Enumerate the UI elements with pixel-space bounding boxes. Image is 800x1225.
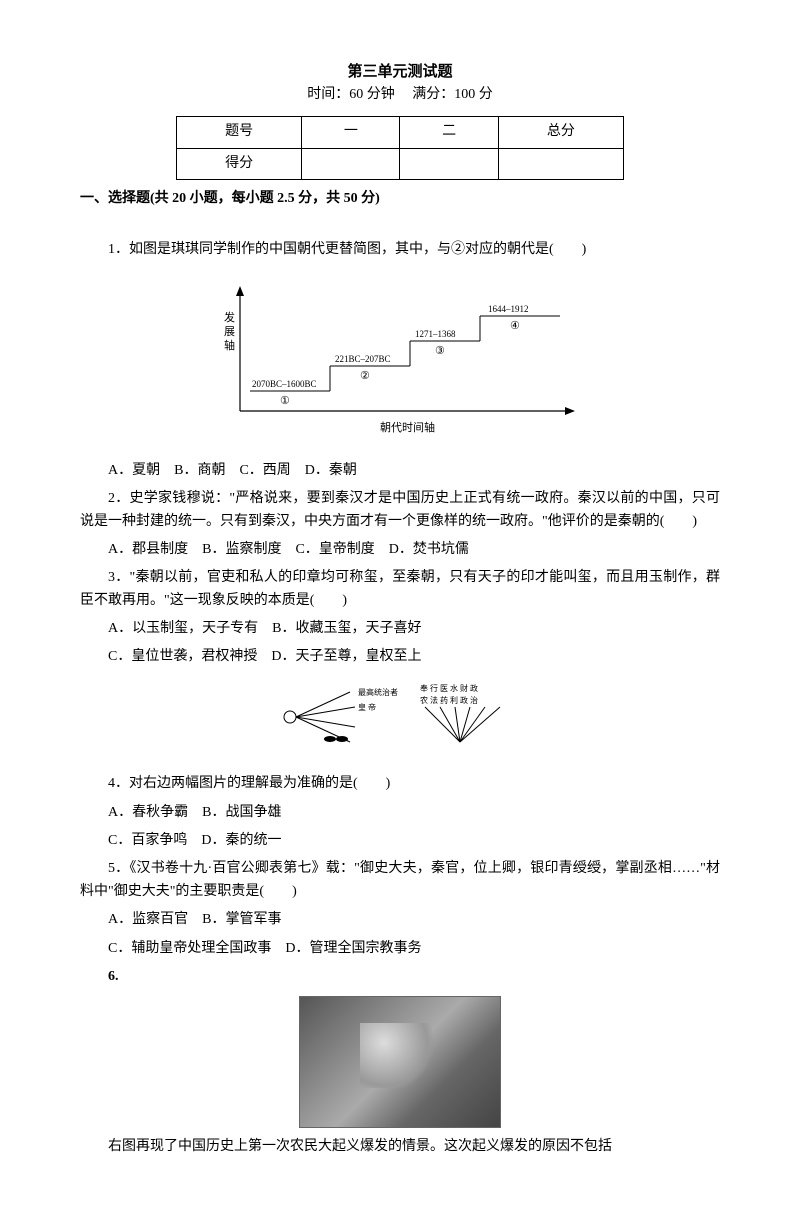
step4-circ: ④	[510, 320, 520, 332]
row1-1	[302, 148, 400, 179]
step3-label: 1271–1368	[415, 329, 456, 339]
q2-opts: A．郡县制度 B．监察制度 C．皇帝制度 D．焚书坑儒	[80, 539, 720, 561]
th-0: 题号	[177, 117, 302, 148]
diag-right-bot: 农 法 药 利 政 治	[420, 695, 478, 705]
svg-text:皇 帝: 皇 帝	[358, 702, 376, 712]
q1-opts: A．夏朝 B．商朝 C．西周 D．秦朝	[80, 460, 720, 482]
section1-heading: 一、选择题(共 20 小题，每小题 2.5 分，共 50 分)	[80, 188, 720, 210]
row1-0: 得分	[177, 148, 302, 179]
score-label: 满分：100 分	[412, 87, 493, 102]
diag-right-top: 奉 行 医 水 财 政	[420, 683, 478, 693]
y-axis-char2: 展	[224, 325, 235, 338]
th-2: 二	[400, 117, 498, 148]
score-table: 题号 一 二 总分 得分	[176, 116, 624, 180]
time-label: 时间：60 分钟	[307, 87, 395, 102]
q5-opts-a: A．监察百官 B．掌管军事	[80, 909, 720, 931]
chart-svg: 发 展 轴 朝代时间轴 2070BC–1600BC ① 221BC–207BC …	[210, 271, 590, 441]
step1-label: 2070BC–1600BC	[252, 379, 317, 389]
row1-2	[400, 148, 498, 179]
q4-opts-b: C．百家争鸣 D．秦的统一	[80, 830, 720, 852]
q3-stem: 3．"秦朝以前，官吏和私人的印章均可称玺，至秦朝，只有天子的印才能叫玺，而且用玉…	[80, 567, 720, 612]
q3-opts-a: A．以玉制玺，天子专有 B．收藏玉玺，天子喜好	[80, 618, 720, 640]
page-title: 第三单元测试题	[80, 60, 720, 84]
q6-caption: 右图再现了中国历史上第一次农民大起义爆发的情景。这次起义爆发的原因不包括	[80, 1136, 720, 1158]
q1-stem: 1．如图是琪琪同学制作的中国朝代更替简图，其中，与②对应的朝代是( )	[80, 239, 720, 261]
row1-3	[498, 148, 623, 179]
q3-opts-b: C．皇位世袭，君权神授 D．天子至尊，皇权至上	[80, 646, 720, 668]
page-subtitle: 时间：60 分钟 满分：100 分	[80, 84, 720, 106]
uprising-image	[299, 996, 501, 1128]
step2-circ: ②	[360, 370, 370, 382]
q6-num: 6.	[80, 966, 720, 988]
th-1: 一	[302, 117, 400, 148]
step2-label: 221BC–207BC	[335, 354, 391, 364]
q2-stem: 2．史学家钱穆说："严格说来，要到秦汉才是中国历史上正式有统一政府。秦汉以前的中…	[80, 488, 720, 533]
q4-opts-a: A．春秋争霸 B．战国争雄	[80, 802, 720, 824]
q5-stem: 5．《汉书卷十九·百官公卿表第七》载："御史大夫，秦官，位上卿，银印青绶绶，掌副…	[80, 858, 720, 903]
q4-stem: 4．对右边两幅图片的理解最为准确的是( )	[80, 773, 720, 795]
th-3: 总分	[498, 117, 623, 148]
svg-text:最高统治者: 最高统治者	[358, 687, 398, 697]
q5-opts-b: C．辅助皇帝处理全国政事 D．管理全国宗教事务	[80, 938, 720, 960]
y-axis-char1: 发	[224, 310, 235, 324]
step3-circ: ③	[435, 345, 445, 357]
q3-diagram: 最高统治者 皇 帝 奉 行 医 水 财 政 农 法 药 利 政 治	[80, 677, 720, 765]
step4-label: 1644–1912	[488, 304, 529, 314]
y-axis-char3: 轴	[224, 338, 235, 352]
step1-circ: ①	[280, 395, 290, 407]
x-axis-label: 朝代时间轴	[380, 420, 435, 434]
dynasty-chart: 发 展 轴 朝代时间轴 2070BC–1600BC ① 221BC–207BC …	[80, 271, 720, 449]
